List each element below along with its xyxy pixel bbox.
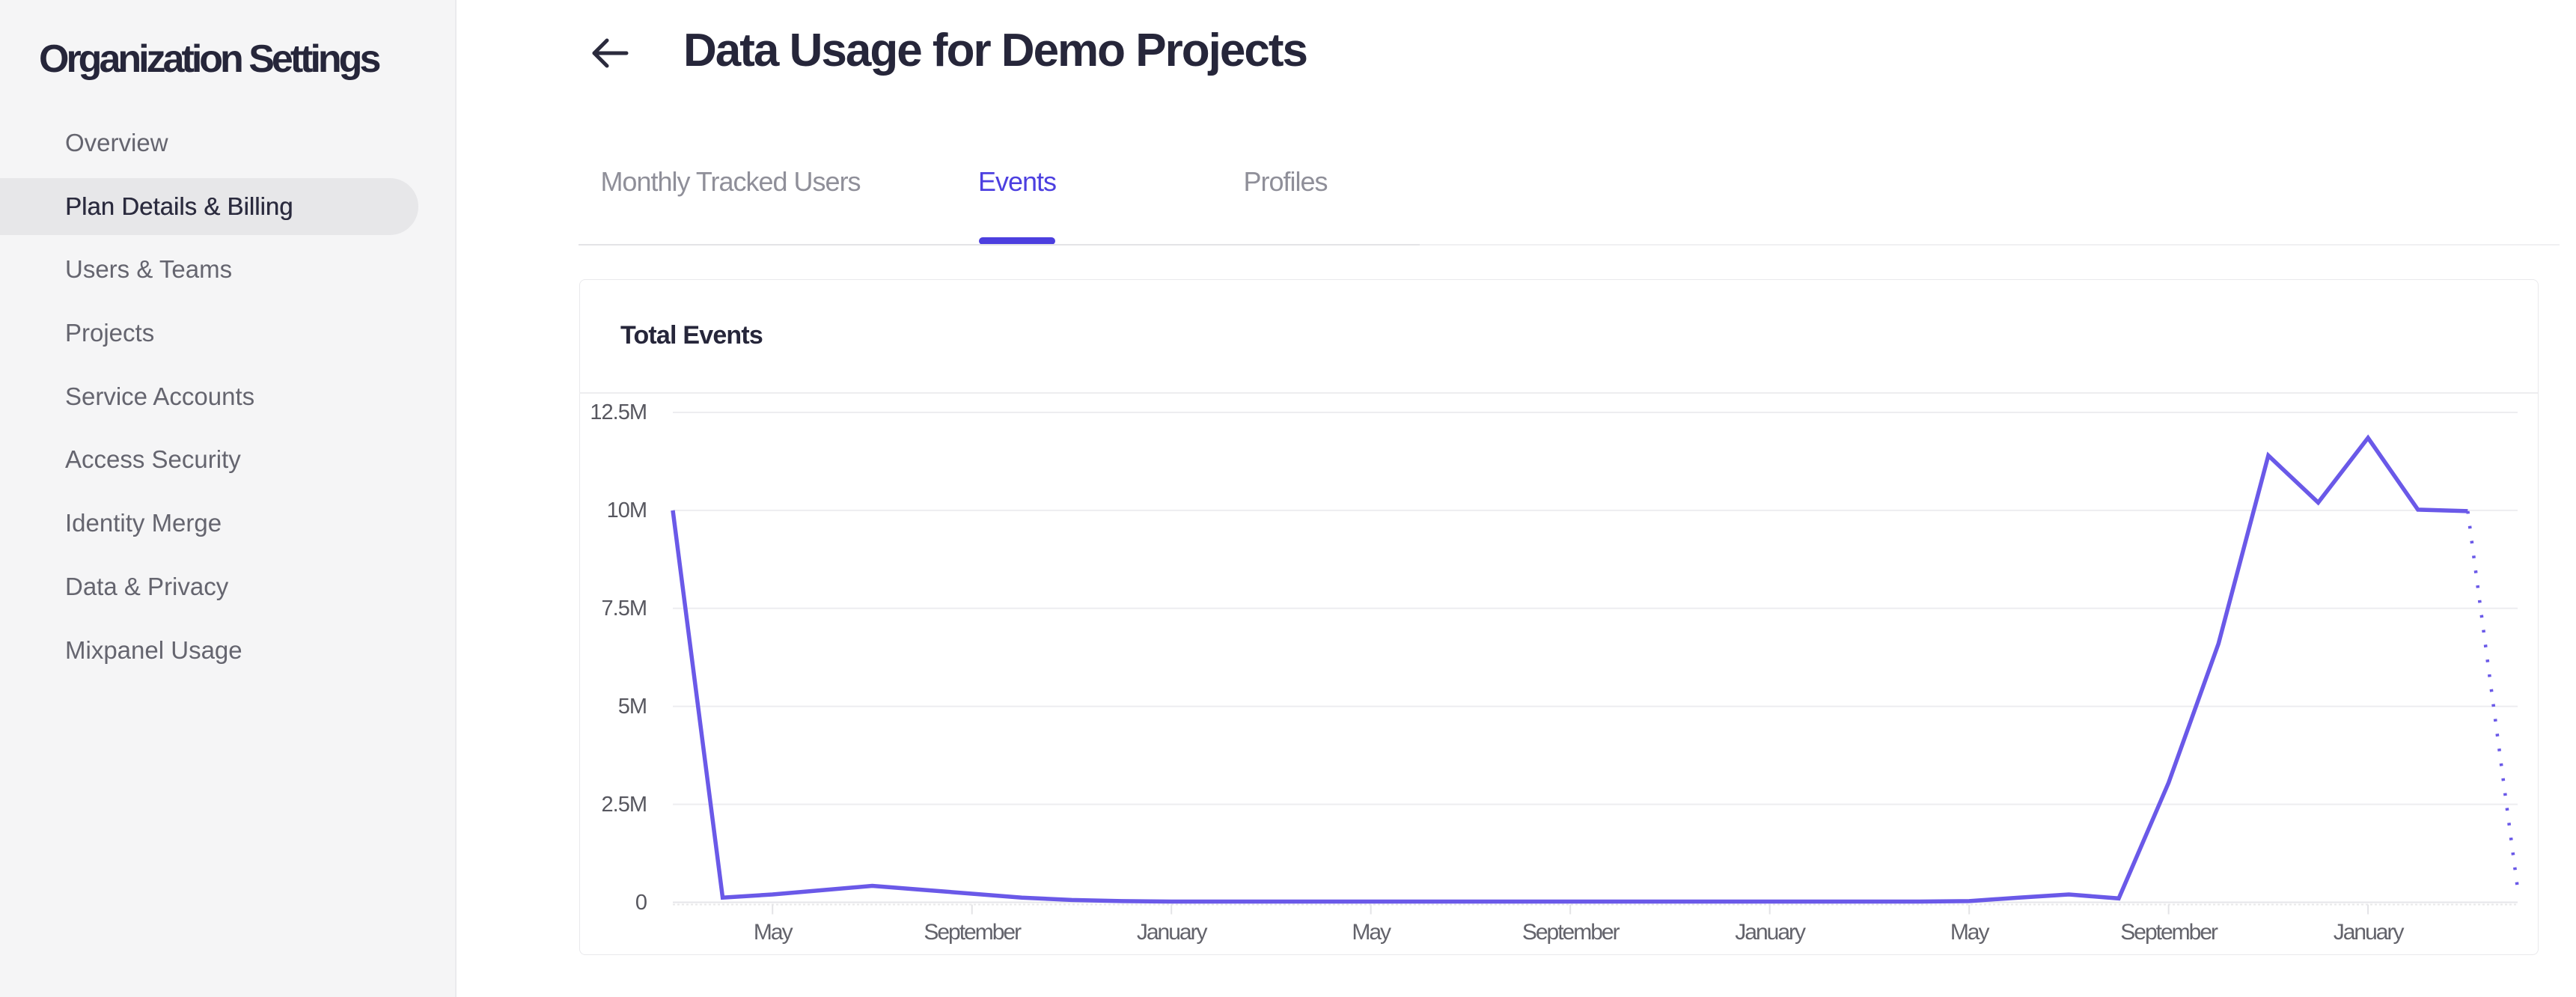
events-line-solid xyxy=(671,434,2468,904)
x-axis-label: January xyxy=(2333,920,2405,945)
active-tab-indicator xyxy=(979,237,1055,245)
tab-monthly-tracked-users[interactable]: Monthly Tracked Users xyxy=(600,166,861,197)
sidebar-item-mixpanel-usage[interactable]: Mixpanel Usage xyxy=(65,635,242,664)
x-axis-label: May xyxy=(753,920,793,945)
y-axis-label: 0 xyxy=(635,890,647,915)
y-axis-label: 2.5M xyxy=(601,792,647,817)
chart-title: Total Events xyxy=(620,321,763,350)
sidebar-item-overview[interactable]: Overview xyxy=(65,129,168,156)
x-axis-label: September xyxy=(1522,920,1620,945)
sidebar-item-service-accounts[interactable]: Service Accounts xyxy=(65,382,255,410)
x-axis-label: January xyxy=(1735,920,1806,945)
x-axis-label: September xyxy=(924,920,1022,945)
card-header-divider xyxy=(579,392,2538,394)
total-events-line-chart[interactable] xyxy=(671,404,2528,928)
sidebar-item-users-teams[interactable]: Users & Teams xyxy=(65,255,233,284)
sidebar-title: Organization Settings xyxy=(39,37,381,81)
tab-events[interactable]: Events xyxy=(977,166,1057,197)
sidebar-item-access-security[interactable]: Access Security xyxy=(65,445,241,474)
page-title: Data Usage for Demo Projects xyxy=(683,25,1308,76)
left-arrow-icon xyxy=(592,38,629,68)
total-events-card xyxy=(579,279,2539,955)
tab-profiles[interactable]: Profiles xyxy=(1243,166,1328,197)
y-axis-label: 10M xyxy=(606,498,647,522)
x-axis-label: September xyxy=(2120,920,2218,945)
sidebar-nav: Overview Plan Details & Billing Users & Te… xyxy=(0,115,457,685)
y-axis-label: 7.5M xyxy=(601,596,647,621)
events-line-projected-dotted xyxy=(2466,510,2520,889)
y-axis-label: 5M xyxy=(617,694,647,719)
x-axis-label: January xyxy=(1136,920,1208,945)
x-axis-label: May xyxy=(1352,920,1391,945)
back-button[interactable] xyxy=(591,37,629,69)
sidebar-item-projects[interactable]: Projects xyxy=(65,319,155,347)
sidebar-item-identity-merge[interactable]: Identity Merge xyxy=(65,509,222,537)
x-axis-label: May xyxy=(1950,920,1990,945)
y-axis-label: 12.5M xyxy=(590,400,647,424)
sidebar: Organization Settings Overview Plan Detai… xyxy=(0,0,457,997)
sidebar-item-data-privacy[interactable]: Data & Privacy xyxy=(65,572,229,600)
sidebar-item-plan-details-billing[interactable]: Plan Details & Billing xyxy=(0,177,418,235)
tab-divider-extension xyxy=(1420,244,2560,246)
tab-divider xyxy=(579,244,1420,246)
